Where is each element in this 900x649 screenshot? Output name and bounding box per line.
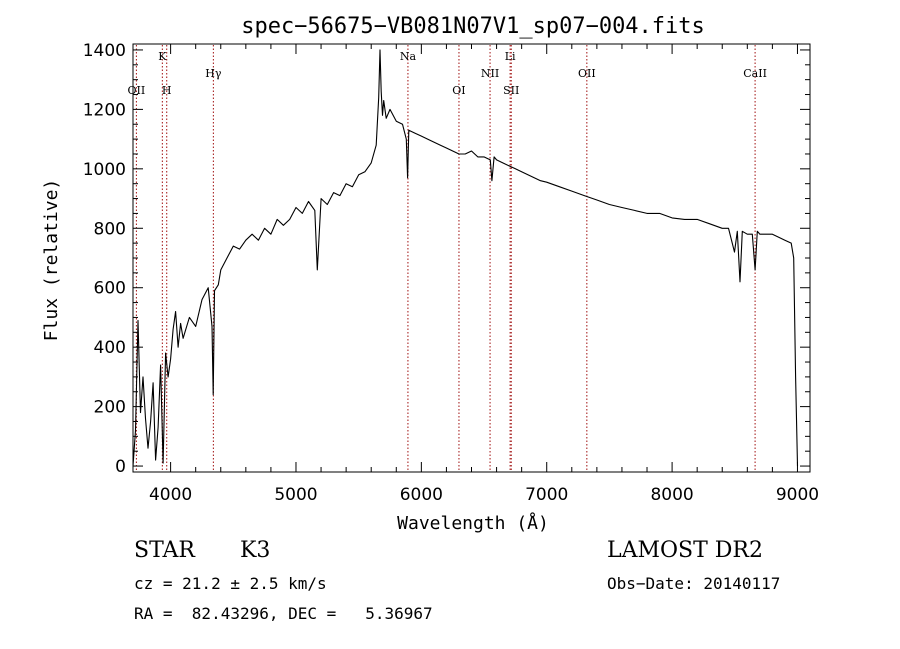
observation-date: Obs−Date: 20140117 [607,574,781,593]
y-tick-label: 200 [94,398,126,418]
y-axis-label: Flux (relative) [41,179,62,342]
x-axis: 4000 5000 6000 7000 8000 9000 [149,44,819,505]
spectral-line-label: OII [128,84,146,97]
plot-area [132,43,811,473]
spectral-line-label: CaII [743,67,767,80]
spectral-line-label: Na [400,50,417,63]
spectral-line-label: Hγ [205,67,222,80]
spectral-line-markers: OII K H Hγ Na OI NII Li SII OII CaII [128,45,767,472]
x-tick-label: 4000 [149,485,192,505]
chart-title: spec−56675−VB081N07V1_sp07−004.fits [241,14,705,39]
x-tick-label: 6000 [400,485,443,505]
y-tick-label: 1400 [83,41,126,61]
y-tick-label: 600 [94,279,126,299]
spectral-line-label: NII [481,67,499,80]
spectral-line-label: OII [578,67,596,80]
coordinates: RA = 82.43296, DEC = 5.36967 [134,604,433,623]
spectral-line-label: K [158,50,167,63]
spectrum-line [133,49,799,467]
y-tick-label: 0 [115,457,126,477]
y-tick-label: 1000 [83,160,126,180]
y-axis: 0 200 400 600 800 1000 1200 1400 [83,41,810,477]
x-axis-label: Wavelength (Å) [397,512,549,534]
redshift-info: cz = 21.2 ± 2.5 km/s [134,574,327,593]
spectral-line-label: Li [505,50,516,63]
x-tick-label: 5000 [274,485,317,505]
spectral-line-label: OI [452,84,465,97]
subclass: K3 [240,538,271,563]
survey-name: LAMOST DR2 [607,538,763,563]
y-tick-label: 400 [94,338,126,358]
object-class: STAR [134,538,195,563]
x-tick-label: 7000 [525,485,568,505]
x-tick-label: 9000 [776,485,819,505]
spectral-line-label: H [162,84,172,97]
y-tick-label: 1200 [83,100,126,120]
y-tick-label: 800 [94,219,126,239]
x-tick-label: 8000 [650,485,693,505]
spectral-line-label: SII [503,84,519,97]
plot-frame [132,43,811,473]
